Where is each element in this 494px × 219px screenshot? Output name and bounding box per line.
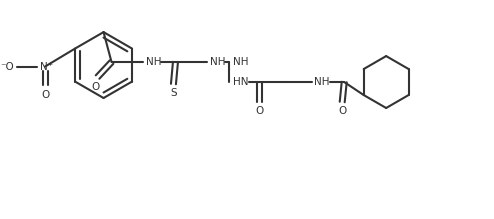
Text: O: O [338, 106, 346, 116]
Text: NH: NH [146, 57, 161, 67]
Text: O: O [255, 106, 263, 116]
Text: HN: HN [233, 77, 248, 87]
Text: N⁺: N⁺ [41, 62, 54, 72]
Text: O: O [91, 82, 100, 92]
Text: NH: NH [233, 57, 248, 67]
Text: ⁻O: ⁻O [0, 62, 14, 72]
Text: NH: NH [209, 57, 225, 67]
Text: NH: NH [315, 77, 330, 87]
Text: O: O [41, 90, 49, 99]
Text: S: S [170, 88, 177, 98]
